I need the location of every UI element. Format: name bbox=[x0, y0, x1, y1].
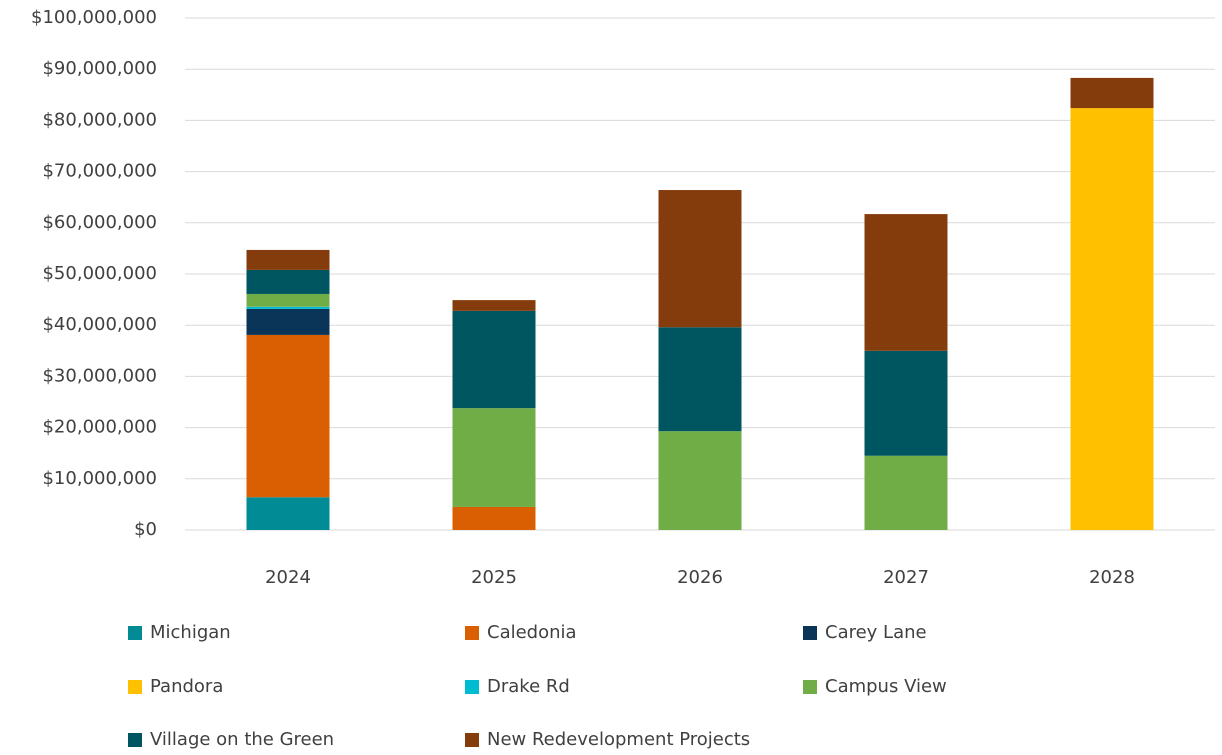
legend-swatch bbox=[803, 626, 817, 640]
legend-swatch bbox=[803, 680, 817, 694]
legend-swatch bbox=[128, 733, 142, 747]
legend-label: Drake Rd bbox=[487, 676, 570, 697]
y-tick-label: $40,000,000 bbox=[42, 314, 157, 335]
bar-segment bbox=[452, 300, 536, 311]
y-tick-label: $0 bbox=[134, 519, 157, 540]
legend-label: Carey Lane bbox=[825, 622, 927, 643]
legend-label: Campus View bbox=[825, 676, 947, 697]
x-tick-label: 2028 bbox=[1089, 567, 1135, 588]
bar-segment bbox=[864, 350, 948, 456]
y-tick-label: $30,000,000 bbox=[42, 365, 157, 386]
bar-segment bbox=[452, 310, 536, 409]
bar-segment bbox=[246, 306, 330, 309]
x-tick-label: 2024 bbox=[265, 567, 311, 588]
y-tick-label: $20,000,000 bbox=[42, 417, 157, 438]
bar-segment bbox=[246, 249, 330, 270]
legend-label: Village on the Green bbox=[150, 729, 334, 750]
legend-label: Caledonia bbox=[487, 622, 577, 643]
bar-segment bbox=[1070, 77, 1154, 109]
x-tick-label: 2027 bbox=[883, 567, 929, 588]
bar-segment bbox=[658, 190, 742, 328]
bar-segment bbox=[246, 269, 330, 294]
bar-segment bbox=[658, 431, 742, 530]
bar-segment bbox=[1070, 108, 1154, 530]
y-tick-label: $10,000,000 bbox=[42, 468, 157, 489]
y-tick-label: $90,000,000 bbox=[42, 58, 157, 79]
legend-swatch bbox=[128, 680, 142, 694]
y-tick-label: $100,000,000 bbox=[31, 7, 157, 28]
bar-segment bbox=[246, 293, 330, 307]
legend-swatch bbox=[465, 733, 479, 747]
bar-segment bbox=[864, 214, 948, 351]
bar-segment bbox=[864, 455, 948, 530]
legend-label: New Redevelopment Projects bbox=[487, 729, 750, 750]
bar-segment bbox=[246, 497, 330, 530]
legend-swatch bbox=[128, 626, 142, 640]
x-tick-label: 2025 bbox=[471, 567, 517, 588]
legend-swatch bbox=[465, 626, 479, 640]
y-tick-label: $50,000,000 bbox=[42, 263, 157, 284]
bar-segment bbox=[246, 308, 330, 335]
bar-segment bbox=[452, 408, 536, 507]
bar-segment bbox=[246, 334, 330, 498]
y-tick-label: $70,000,000 bbox=[42, 161, 157, 182]
bar-segment bbox=[658, 327, 742, 432]
legend-swatch bbox=[465, 680, 479, 694]
y-tick-label: $60,000,000 bbox=[42, 212, 157, 233]
legend-label: Pandora bbox=[150, 676, 223, 697]
legend-label: Michigan bbox=[150, 622, 231, 643]
y-tick-label: $80,000,000 bbox=[42, 109, 157, 130]
x-tick-label: 2026 bbox=[677, 567, 723, 588]
bar-segment bbox=[452, 506, 536, 530]
